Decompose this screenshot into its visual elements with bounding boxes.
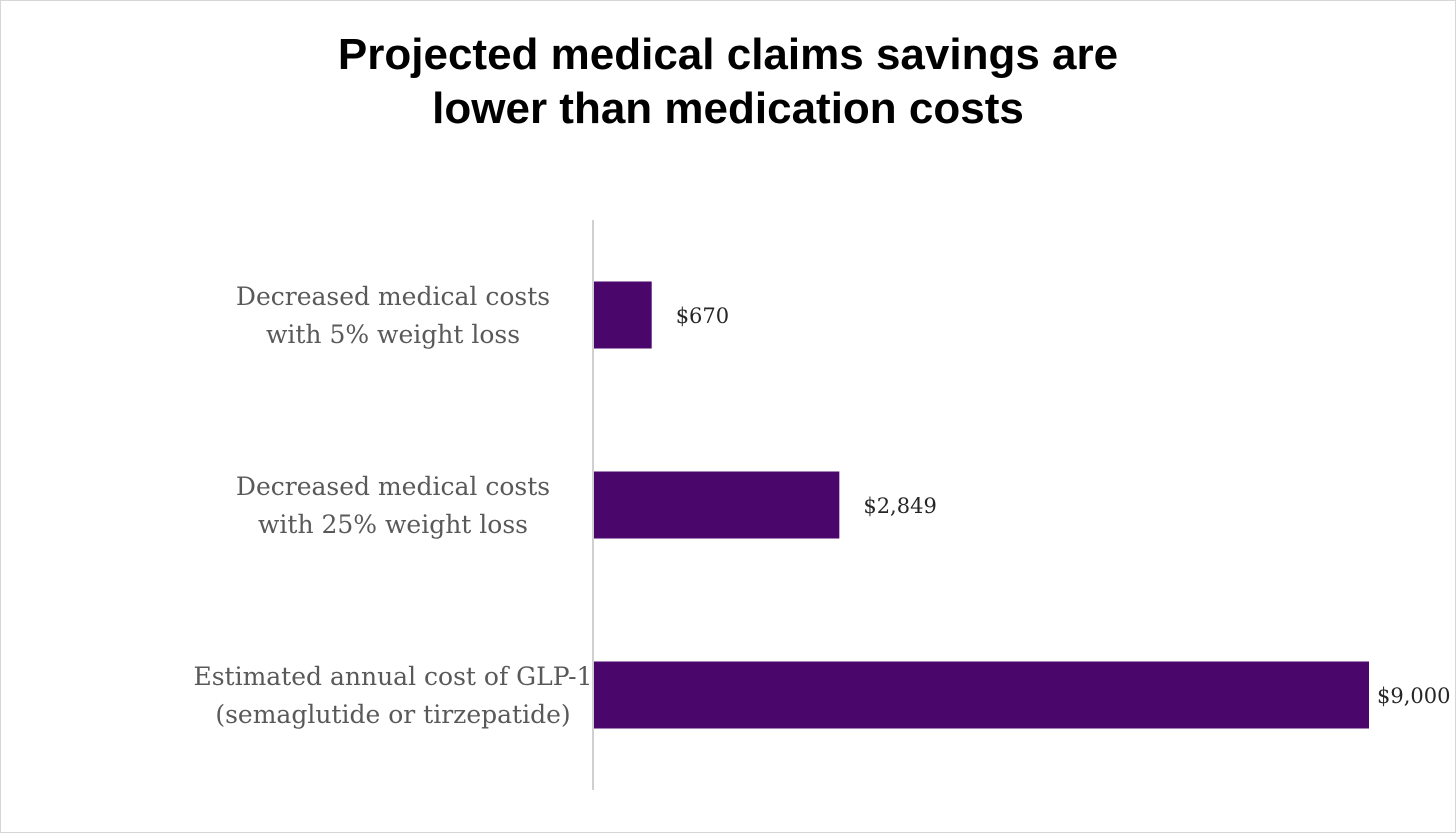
category-label-1-line-1: Decreased medical costs bbox=[236, 282, 550, 311]
category-labels-layer: Decreased medical costs with 5% weight lo… bbox=[193, 282, 592, 729]
chart-title-line-2: lower than medication costs bbox=[432, 84, 1024, 133]
category-label-2-line-2: with 25% weight loss bbox=[258, 510, 528, 539]
category-label-1: Decreased medical costs with 5% weight lo… bbox=[236, 282, 550, 349]
value-label-3: $9,000 bbox=[1377, 684, 1450, 708]
category-label-3: Estimated annual cost of GLP-1 (semagluti… bbox=[193, 662, 592, 729]
category-label-2-line-1: Decreased medical costs bbox=[236, 472, 550, 501]
value-label-2: $2,849 bbox=[863, 494, 936, 518]
bar-3 bbox=[594, 661, 1369, 729]
category-label-3-line-1: Estimated annual cost of GLP-1 bbox=[193, 662, 592, 691]
category-label-1-line-2: with 5% weight loss bbox=[266, 320, 520, 349]
bar-2 bbox=[594, 471, 840, 539]
value-label-1: $670 bbox=[676, 304, 729, 328]
bar-1 bbox=[594, 281, 652, 349]
bars-layer bbox=[594, 281, 1369, 729]
category-label-3-line-2: (semaglutide or tirzepatide) bbox=[215, 700, 570, 729]
category-label-2: Decreased medical costs with 25% weight l… bbox=[236, 472, 550, 539]
value-labels-layer: $670 $2,849 $9,000 bbox=[676, 304, 1451, 708]
chart-title: Projected medical claims savings are low… bbox=[0, 28, 1456, 136]
chart-title-line-1: Projected medical claims savings are bbox=[337, 30, 1119, 79]
